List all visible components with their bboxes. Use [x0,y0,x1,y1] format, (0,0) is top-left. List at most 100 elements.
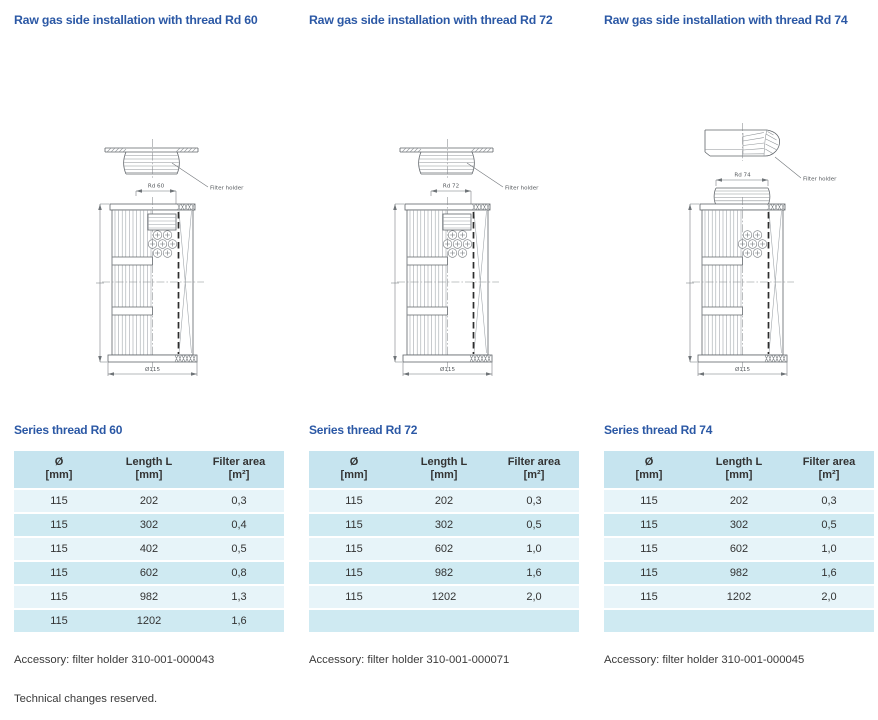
accessory-note: Accessory: filter holder 310-001-000071 [309,654,510,666]
table-cell: 0,5 [194,536,284,561]
table-cell: 1,6 [194,608,284,632]
column-header: Length L [mm] [694,451,784,489]
spec-table-rd72: Ø [mm] Length L [mm] Filter area [m²] 115 202 0,… [309,451,579,632]
column-header: Length L [mm] [399,451,489,489]
table-cell: 2,0 [784,584,874,609]
dimension-lines [715,156,802,186]
table-cell: 115 [14,536,104,561]
table-row: 115 202 0,3 [604,488,874,513]
accessory-note: Accessory: filter holder 310-001-000043 [14,654,215,666]
technical-drawing-rd60: Rd 60 Filter holder Ø115 [95,138,244,377]
table-cell: 602 [399,536,489,561]
table-cell: 115 [14,560,104,585]
table-cell: 0,3 [784,488,874,513]
table-cell: 602 [694,536,784,561]
table-row [604,608,874,632]
filter-holder-label: Filter holder [803,177,837,183]
table-header-row: Ø [mm] Length L [mm] Filter area [m²] [604,451,874,489]
table-cell: 0,8 [194,560,284,585]
table-cell: 115 [309,512,399,537]
table-cell: 115 [309,560,399,585]
table-cell [399,608,489,632]
table-cell: 0,5 [489,512,579,537]
filter-holder-cap [704,123,781,161]
table-cell [489,608,579,632]
table-cell: 402 [104,536,194,561]
columns-row: Raw gas side installation with thread Rd… [14,13,878,667]
table-row: 115 1202 1,6 [14,608,284,632]
table-title: Series thread Rd 74 [604,423,713,437]
table-cell [694,608,784,632]
table-cell: 115 [309,488,399,513]
table-row: 115 1202 2,0 [604,584,874,609]
table-row: 115 602 0,8 [14,560,284,585]
table-cell: 1,0 [489,536,579,561]
table-row: 115 1202 2,0 [309,584,579,609]
table-cell: 602 [104,560,194,585]
cartridge-thread-tube [442,213,472,231]
table-cell [309,608,399,632]
thread-dimension-label: Rd 72 [443,184,459,190]
filter-holder-assembly [104,138,209,214]
table-cell: 1202 [399,584,489,609]
table-row: 115 202 0,3 [14,488,284,513]
table-cell: 1,6 [489,560,579,585]
filter-holder-label: Filter holder [505,186,539,192]
column-header: Ø [mm] [14,451,104,489]
column-title: Raw gas side installation with thread Rd… [309,13,553,27]
table-cell: 115 [14,512,104,537]
column-header: Length L [mm] [104,451,194,489]
table-row: 115 982 1,6 [604,560,874,585]
table-cell: 202 [104,488,194,513]
table-row: 115 302 0,5 [604,512,874,537]
accessory-note: Accessory: filter holder 310-001-000045 [604,654,805,666]
table-cell: 2,0 [489,584,579,609]
filter-holder-label: Filter holder [210,186,244,192]
thread-dimension-label: Rd 60 [148,184,165,190]
column-header: Filter area [m²] [194,451,284,489]
cartridge-thread-tube [147,213,177,231]
table-cell: 982 [104,584,194,609]
table-cell: 0,4 [194,512,284,537]
table-cell: 302 [104,512,194,537]
table-cell: 0,3 [194,488,284,513]
column-header: Ø [mm] [604,451,694,489]
table-cell: 982 [399,560,489,585]
table-row: 115 302 0,4 [14,512,284,537]
filter-drawing-rd72: Rd 72 Filter holder Ø115 [309,27,579,423]
table-cell: 115 [309,536,399,561]
table-cell [604,608,694,632]
column-header: Filter area [m²] [784,451,874,489]
column-rd74: Raw gas side installation with thread Rd… [604,13,874,667]
table-cell: 115 [604,560,694,585]
table-cell: 1202 [694,584,784,609]
column-header: Ø [mm] [309,451,399,489]
table-row: 115 982 1,6 [309,560,579,585]
table-header-row: Ø [mm] Length L [mm] Filter area [m²] [309,451,579,489]
table-cell [784,608,874,632]
table-cell: 115 [604,536,694,561]
table-cell: 1,3 [194,584,284,609]
table-title: Series thread Rd 72 [309,423,418,437]
table-cell: 115 [14,608,104,632]
table-cell: 0,5 [784,512,874,537]
table-row [309,608,579,632]
column-title: Raw gas side installation with thread Rd… [14,13,258,27]
cartridge-thread-neck [713,187,771,206]
table-cell: 1202 [104,608,194,632]
table-cell: 1,6 [784,560,874,585]
table-cell: 202 [694,488,784,513]
table-cell: 0,3 [489,488,579,513]
table-row: 115 982 1,3 [14,584,284,609]
column-rd60: Raw gas side installation with thread Rd… [14,13,284,667]
table-cell: 115 [604,488,694,513]
table-row: 115 202 0,3 [309,488,579,513]
table-row: 115 402 0,5 [14,536,284,561]
spec-table-rd60: Ø [mm] Length L [mm] Filter area [m²] 115 202 0,… [14,451,284,632]
table-cell: 982 [694,560,784,585]
table-cell: 115 [604,512,694,537]
table-row: 115 602 1,0 [309,536,579,561]
table-cell: 115 [14,584,104,609]
diameter-dimension-label: Ø115 [735,366,751,373]
